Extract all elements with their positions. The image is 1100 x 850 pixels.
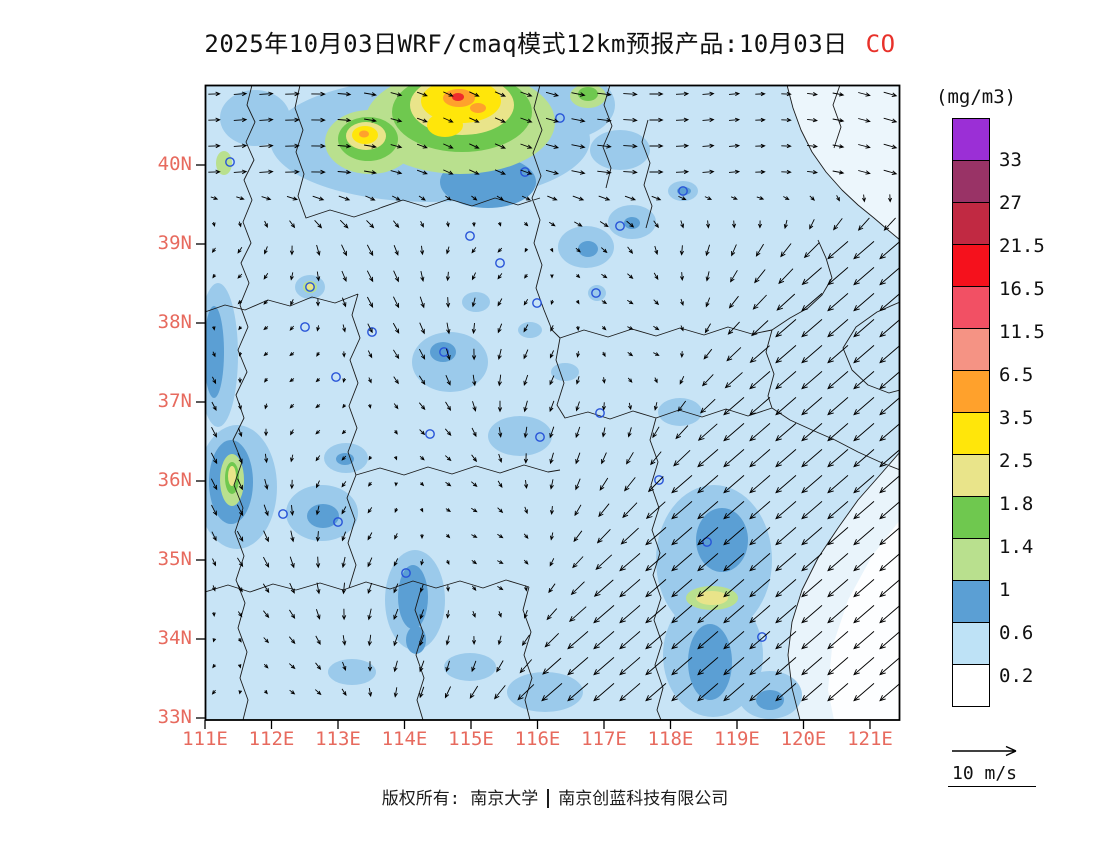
map-frame bbox=[204, 84, 901, 721]
legend-level-label: 6.5 bbox=[999, 364, 1034, 386]
lon-label: 119E bbox=[714, 728, 760, 750]
company-name: 南京创蓝科技有限公司 bbox=[558, 789, 729, 809]
title-text: 2025年10月03日WRF/cmaq模式12km预报产品:10月03日 bbox=[204, 30, 848, 58]
lon-label: 116E bbox=[514, 728, 561, 750]
legend-cell bbox=[952, 412, 990, 455]
legend-cell bbox=[952, 244, 990, 287]
lat-label: 35N bbox=[157, 548, 192, 570]
legend-cell bbox=[952, 160, 990, 203]
wind-scale: 10 m/s bbox=[948, 742, 1040, 787]
lon-label: 114E bbox=[381, 728, 428, 750]
legend-level-label: 3.5 bbox=[999, 407, 1034, 429]
legend-cell bbox=[952, 328, 990, 371]
legend-cell bbox=[952, 370, 990, 413]
lon-label: 115E bbox=[448, 728, 494, 750]
legend-level-label: 1 bbox=[999, 579, 1011, 601]
lat-label: 39N bbox=[157, 232, 192, 254]
lon-label: 118E bbox=[647, 728, 694, 750]
lon-label: 117E bbox=[581, 728, 627, 750]
legend-level-label: 16.5 bbox=[999, 278, 1045, 300]
province-boundaries bbox=[205, 85, 900, 720]
lon-label: 120E bbox=[780, 728, 827, 750]
footer-divider bbox=[547, 789, 550, 808]
legend-cell bbox=[952, 496, 990, 539]
legend-cell bbox=[952, 664, 990, 707]
lon-label: 112E bbox=[248, 728, 295, 750]
legend-units-label: (mg/m3) bbox=[936, 86, 1017, 108]
legend-level-label: 0.6 bbox=[999, 622, 1034, 644]
lat-label: 37N bbox=[157, 390, 192, 412]
legend-cell bbox=[952, 202, 990, 245]
legend-level-label: 0.2 bbox=[999, 665, 1034, 687]
footer: 版权所有: 南京大学 南京创蓝科技有限公司 bbox=[205, 784, 905, 809]
bohai-sea-area bbox=[787, 85, 900, 240]
wind-scale-line bbox=[948, 786, 1036, 787]
legend-colorbar: 33 27 21.5 16.5 11.5 6.5 3.5 2.5 1.8 1.4 1 0.6 0.2 bbox=[952, 118, 1045, 707]
legend-cell bbox=[952, 622, 990, 665]
legend-level-label: 1.8 bbox=[999, 493, 1034, 515]
wind-reference-arrow bbox=[952, 745, 1017, 757]
copyright-owner: 版权所有: 南京大学 bbox=[381, 789, 539, 809]
lat-label: 40N bbox=[157, 153, 192, 175]
legend-level-label: 1.4 bbox=[999, 536, 1034, 558]
lon-label: 111E bbox=[182, 728, 228, 750]
legend-cell bbox=[952, 538, 990, 581]
legend-cell bbox=[952, 286, 990, 329]
city-markers bbox=[225, 113, 767, 642]
legend-level-label: 2.5 bbox=[999, 450, 1034, 472]
legend-level-label: 11.5 bbox=[999, 321, 1045, 343]
red-hotspot-core bbox=[452, 93, 464, 101]
legend-cell bbox=[952, 454, 990, 497]
lat-label: 36N bbox=[157, 469, 192, 491]
wind-scale-label: 10 m/s bbox=[952, 763, 1018, 784]
legend-level-label: 33 bbox=[999, 149, 1022, 171]
legend-cell bbox=[952, 118, 990, 161]
lon-label: 121E bbox=[847, 728, 893, 750]
co-concentration-field bbox=[205, 85, 900, 720]
legend-level-label: 21.5 bbox=[999, 235, 1045, 257]
legend-cell bbox=[952, 580, 990, 623]
page-title: 2025年10月03日WRF/cmaq模式12km预报产品:10月03日 CO bbox=[0, 24, 1100, 59]
legend-level-label: 27 bbox=[999, 192, 1022, 214]
lat-label: 33N bbox=[157, 706, 192, 728]
lat-label: 34N bbox=[157, 627, 192, 649]
axis-ticks bbox=[196, 164, 871, 729]
title-pollutant: CO bbox=[865, 30, 896, 58]
lat-label: 38N bbox=[157, 311, 192, 333]
lon-label: 113E bbox=[315, 728, 361, 750]
wind-vector-field bbox=[208, 91, 900, 702]
